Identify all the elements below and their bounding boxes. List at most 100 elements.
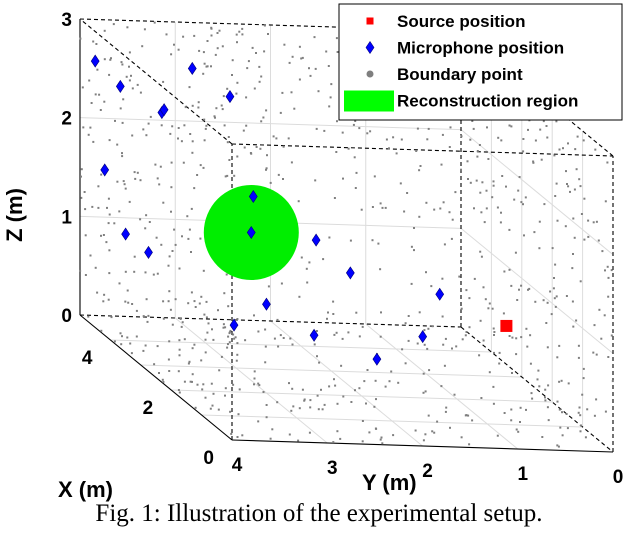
boundary-point xyxy=(556,219,559,222)
boundary-point xyxy=(549,290,552,293)
boundary-point xyxy=(227,335,230,338)
z-tick-label: 2 xyxy=(61,109,72,130)
boundary-point xyxy=(124,270,127,273)
boundary-point xyxy=(290,91,293,94)
boundary-point xyxy=(203,313,206,316)
boundary-point xyxy=(257,382,260,385)
boundary-point xyxy=(433,208,436,211)
boundary-point xyxy=(379,335,382,338)
boundary-point xyxy=(511,336,514,339)
boundary-point xyxy=(482,286,485,289)
boundary-point xyxy=(374,379,377,382)
boundary-point xyxy=(214,116,216,119)
microphone-point xyxy=(187,61,197,76)
boundary-point xyxy=(478,144,481,146)
boundary-point xyxy=(133,255,136,258)
boundary-point xyxy=(121,152,123,155)
boundary-point xyxy=(169,132,172,135)
boundary-point xyxy=(556,400,559,403)
boundary-point xyxy=(202,51,205,54)
boundary-point xyxy=(124,300,127,303)
boundary-point xyxy=(121,63,124,66)
boundary-point xyxy=(108,272,111,275)
boundary-point xyxy=(358,127,361,130)
box-edge xyxy=(460,326,614,453)
boundary-point xyxy=(94,93,97,96)
tick-labels: 0 1 2 3 0 2 4 4 3 2 1 0 xyxy=(61,10,623,488)
boundary-point xyxy=(469,181,472,184)
boundary-point xyxy=(202,383,205,386)
boundary-point xyxy=(139,91,142,94)
boundary-point xyxy=(99,109,102,111)
legend-label: Source position xyxy=(397,12,525,31)
boundary-point xyxy=(520,336,523,339)
boundary-point xyxy=(267,33,269,35)
boundary-point xyxy=(572,217,575,220)
boundary-point xyxy=(177,370,180,373)
boundary-point xyxy=(105,241,108,244)
boundary-point xyxy=(336,430,339,433)
boundary-point xyxy=(424,433,427,436)
boundary-point xyxy=(332,441,335,444)
boundary-point xyxy=(187,302,190,305)
boundary-point xyxy=(91,205,94,208)
boundary-point xyxy=(266,154,268,157)
boundary-point xyxy=(354,120,357,122)
boundary-point xyxy=(288,382,290,385)
boundary-point xyxy=(496,434,499,437)
boundary-point xyxy=(465,289,468,292)
boundary-point xyxy=(488,302,491,305)
boundary-point xyxy=(318,361,321,364)
boundary-point xyxy=(205,65,208,68)
boundary-point xyxy=(582,139,585,142)
boundary-point xyxy=(316,355,318,358)
boundary-point xyxy=(223,292,226,295)
boundary-point xyxy=(355,171,358,174)
boundary-point xyxy=(116,143,119,146)
boundary-point xyxy=(379,268,382,271)
boundary-point xyxy=(238,30,241,33)
boundary-point xyxy=(542,299,545,302)
boundary-point xyxy=(128,200,131,203)
boundary-point xyxy=(297,200,300,203)
boundary-point xyxy=(464,414,467,417)
boundary-point xyxy=(153,363,156,366)
boundary-point xyxy=(332,313,335,315)
boundary-point xyxy=(320,388,322,391)
boundary-point xyxy=(269,437,272,440)
boundary-point xyxy=(129,342,132,345)
boundary-point xyxy=(567,142,569,145)
boundary-point xyxy=(510,419,513,422)
boundary-point xyxy=(236,318,239,320)
x-tick-label: 4 xyxy=(82,348,93,369)
boundary-point xyxy=(511,372,513,374)
boundary-point xyxy=(492,327,495,330)
boundary-point xyxy=(103,29,106,32)
boundary-point xyxy=(554,263,557,266)
boundary-point xyxy=(369,130,372,133)
boundary-point xyxy=(379,438,382,441)
boundary-point xyxy=(236,41,238,44)
boundary-point xyxy=(313,36,316,39)
boundary-point xyxy=(171,250,174,252)
boundary-point xyxy=(191,380,193,383)
boundary-point xyxy=(288,61,291,64)
boundary-point xyxy=(177,137,179,140)
boundary-point xyxy=(520,284,523,287)
boundary-point xyxy=(544,399,547,402)
boundary-point xyxy=(498,351,501,354)
boundary-point xyxy=(379,202,382,205)
boundary-point xyxy=(158,372,160,374)
boundary-point xyxy=(257,330,260,333)
boundary-point xyxy=(374,427,377,430)
boundary-point xyxy=(325,50,328,53)
boundary-point xyxy=(361,325,364,328)
boundary-point xyxy=(410,245,413,248)
boundary-point xyxy=(561,434,564,437)
x-axis-label: X (m) xyxy=(58,477,113,502)
boundary-point xyxy=(216,32,219,34)
boundary-point xyxy=(339,437,342,440)
boundary-point xyxy=(385,138,388,141)
boundary-point xyxy=(222,323,225,326)
boundary-point xyxy=(177,48,180,51)
